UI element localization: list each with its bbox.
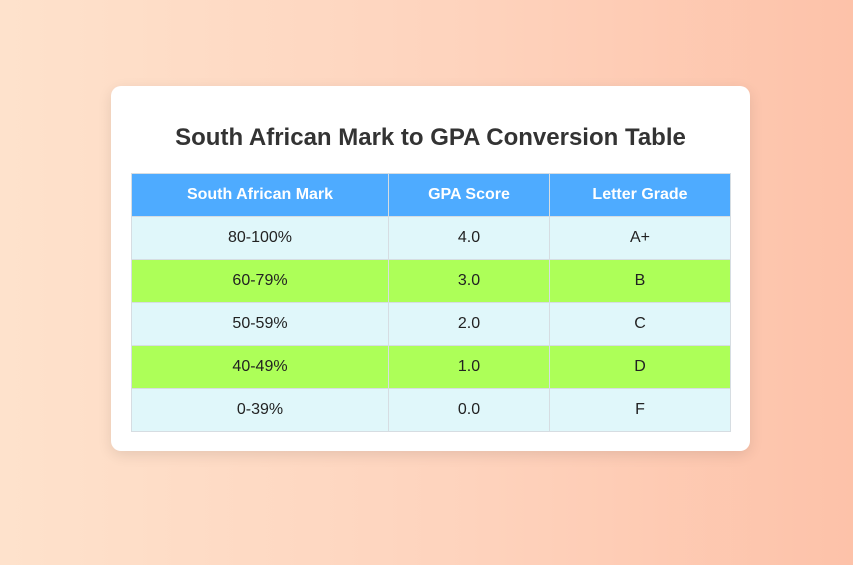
conversion-table: South African Mark GPA Score Letter Grad…: [131, 173, 731, 432]
table-header-row: South African Mark GPA Score Letter Grad…: [131, 173, 731, 217]
column-header-mark: South African Mark: [131, 173, 389, 217]
column-header-letter: Letter Grade: [549, 173, 731, 217]
cell-gpa: 2.0: [388, 302, 550, 346]
cell-letter: B: [549, 259, 731, 303]
table-row: 50-59% 2.0 C: [131, 302, 731, 346]
cell-gpa: 4.0: [388, 216, 550, 260]
cell-letter: C: [549, 302, 731, 346]
cell-mark: 60-79%: [131, 259, 389, 303]
table-row: 40-49% 1.0 D: [131, 345, 731, 389]
page-title: South African Mark to GPA Conversion Tab…: [175, 124, 686, 151]
cell-gpa: 0.0: [388, 388, 550, 432]
column-header-gpa: GPA Score: [388, 173, 550, 217]
cell-mark: 80-100%: [131, 216, 389, 260]
cell-gpa: 3.0: [388, 259, 550, 303]
cell-mark: 40-49%: [131, 345, 389, 389]
table-row: 80-100% 4.0 A+: [131, 216, 731, 260]
cell-letter: D: [549, 345, 731, 389]
cell-mark: 0-39%: [131, 388, 389, 432]
cell-gpa: 1.0: [388, 345, 550, 389]
cell-mark: 50-59%: [131, 302, 389, 346]
cell-letter: A+: [549, 216, 731, 260]
table-row: 60-79% 3.0 B: [131, 259, 731, 303]
cell-letter: F: [549, 388, 731, 432]
conversion-card: South African Mark to GPA Conversion Tab…: [111, 86, 750, 451]
table-row: 0-39% 0.0 F: [131, 388, 731, 432]
